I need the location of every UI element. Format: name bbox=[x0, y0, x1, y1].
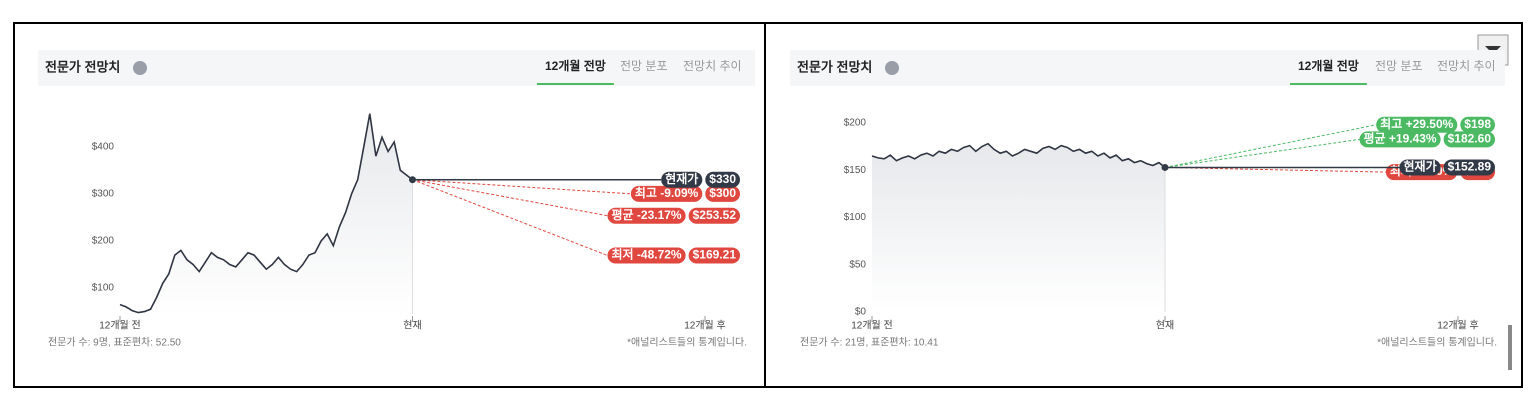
help-icon[interactable] bbox=[133, 61, 147, 75]
current-label-bg bbox=[661, 171, 703, 188]
scrollbar[interactable] bbox=[1508, 325, 1512, 370]
y-tick-label: $400 bbox=[92, 141, 115, 152]
footnote: 전문가 수: 9명, 표준편차: 52.50 bbox=[48, 337, 181, 349]
y-tick-label: $100 bbox=[844, 212, 867, 223]
tab-underline bbox=[537, 83, 614, 85]
y-tick-label: $200 bbox=[92, 236, 115, 247]
x-tick-label: 12개월 전 bbox=[851, 320, 893, 332]
target-value: $182.60 bbox=[1448, 132, 1492, 146]
chart-title: 전문가 전망치 bbox=[45, 59, 120, 74]
target-label-bg bbox=[607, 247, 686, 264]
tab[interactable]: 전망 분포 bbox=[1375, 59, 1423, 73]
current-dot bbox=[1161, 163, 1169, 171]
note: *애널리스트들의 통계입니다. bbox=[1377, 336, 1497, 349]
price-area bbox=[872, 143, 1165, 312]
y-tick-label: $100 bbox=[92, 283, 115, 294]
target-label-bg bbox=[630, 185, 703, 202]
current-label: 현재가 bbox=[1403, 159, 1436, 174]
target-value-bg bbox=[1460, 116, 1495, 133]
tab[interactable]: 12개월 전망 bbox=[1298, 58, 1359, 73]
target-label: 평균 -23.17% bbox=[611, 208, 681, 222]
help-icon[interactable] bbox=[885, 61, 899, 75]
x-tick-label: 12개월 후 bbox=[684, 320, 726, 332]
target-value-bg bbox=[1443, 131, 1495, 148]
price-area bbox=[120, 113, 413, 314]
target-value: $169.21 bbox=[693, 248, 737, 262]
target-line bbox=[1164, 166, 1386, 173]
target-line bbox=[1164, 138, 1360, 168]
target-label-bg bbox=[607, 207, 686, 224]
target-value: $300 bbox=[709, 186, 736, 200]
tab[interactable]: 전망치 추이 bbox=[1437, 59, 1496, 73]
current-value-bg bbox=[705, 171, 740, 188]
x-tick-label: 현재 bbox=[1156, 320, 1174, 332]
current-label: 현재가 bbox=[665, 171, 698, 186]
current-value: $330 bbox=[709, 172, 736, 186]
target-line bbox=[412, 179, 608, 217]
target-label: 최저 -48.72% bbox=[611, 247, 681, 262]
target-line bbox=[412, 179, 631, 195]
x-tick-label: 현재 bbox=[403, 320, 421, 332]
tab[interactable]: 전망치 추이 bbox=[683, 59, 742, 73]
current-dot bbox=[409, 176, 416, 184]
target-label: 최고 -9.09% bbox=[635, 185, 699, 200]
target-line bbox=[1164, 124, 1377, 168]
x-tick-label: 12개월 후 bbox=[1437, 320, 1479, 332]
x-tick-label: 12개월 전 bbox=[99, 320, 141, 332]
target-value: $198 bbox=[1464, 117, 1491, 131]
price-line bbox=[119, 113, 413, 314]
target-value-bg bbox=[688, 247, 740, 264]
target-label-bg bbox=[1376, 116, 1458, 133]
y-tick-label: $0 bbox=[855, 307, 867, 318]
y-tick-label: $200 bbox=[844, 118, 867, 129]
target-value-bg bbox=[705, 185, 740, 202]
tab[interactable]: 12개월 전망 bbox=[545, 58, 606, 73]
y-tick-label: $50 bbox=[849, 259, 866, 270]
current-value-bg bbox=[1443, 159, 1495, 176]
y-tick-label: $300 bbox=[92, 188, 115, 199]
note: *애널리스트들의 통계입니다. bbox=[627, 336, 747, 349]
current-value: $152.89 bbox=[1448, 160, 1492, 174]
target-value: $253.52 bbox=[693, 208, 737, 222]
target-label: 평균 +19.43% bbox=[1363, 132, 1436, 146]
target-label: 최고 +29.50% bbox=[1380, 116, 1453, 131]
header-bar bbox=[790, 50, 1505, 86]
tab-underline bbox=[1290, 83, 1367, 85]
price-line bbox=[871, 142, 1166, 169]
header-bar bbox=[38, 50, 755, 86]
current-label-bg bbox=[1399, 159, 1441, 176]
tab[interactable]: 전망 분포 bbox=[620, 59, 668, 73]
footnote: 전문가 수: 21명, 표준편차: 10.41 bbox=[800, 337, 939, 349]
y-tick-label: $150 bbox=[844, 165, 867, 176]
target-label-bg bbox=[1359, 131, 1441, 148]
target-value-bg bbox=[688, 207, 740, 224]
chart-title: 전문가 전망치 bbox=[797, 59, 872, 74]
